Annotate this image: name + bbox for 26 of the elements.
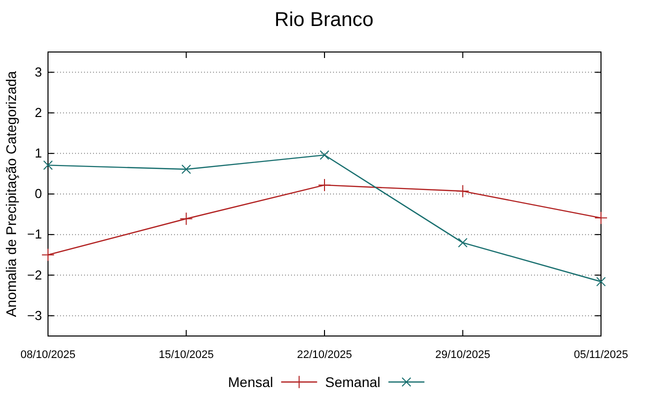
y-axis-title: Anomalia de Precipitação Categorizada	[3, 70, 19, 317]
y-tick-label: −3	[27, 308, 42, 323]
point	[181, 164, 192, 174]
point	[41, 248, 55, 262]
x-tick-label: 15/10/2025	[158, 348, 214, 361]
x-tick-label: 05/11/2025	[574, 348, 628, 361]
x-tick-label: 08/10/2025	[20, 348, 76, 361]
y-tick-label: 1	[34, 146, 42, 161]
y-tick-label: −2	[27, 267, 42, 282]
point	[320, 150, 330, 160]
y-tick-label: −1	[27, 226, 42, 242]
point	[318, 178, 332, 192]
y-tick-label: 2	[34, 105, 42, 120]
x-tick-label: 22/10/2025	[296, 348, 352, 361]
y-tick-label: 3	[34, 64, 42, 80]
point	[594, 211, 608, 225]
point	[458, 238, 468, 248]
point	[596, 276, 606, 286]
point	[180, 212, 193, 226]
legend-label: Semanal	[325, 374, 380, 390]
x-tick-label: 29/10/2025	[435, 348, 490, 361]
y-tick-label: 0	[34, 186, 42, 202]
point	[43, 160, 53, 170]
legend-label: Mensal	[228, 374, 274, 390]
chart-title: Rio Branco	[274, 9, 374, 31]
point	[456, 184, 470, 198]
